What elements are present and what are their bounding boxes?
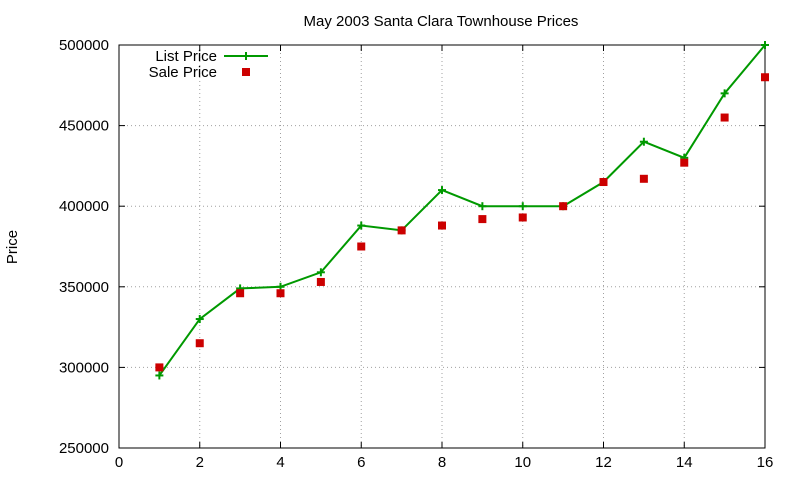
sale-price-point bbox=[761, 73, 769, 82]
list-price-point bbox=[478, 202, 487, 211]
y-axis-label: Price bbox=[4, 230, 21, 264]
legend-label: List Price bbox=[155, 48, 217, 65]
plot-frame bbox=[118, 44, 766, 449]
list-price-point bbox=[639, 137, 648, 146]
list-price-point bbox=[761, 41, 769, 49]
list-price-point bbox=[195, 315, 204, 324]
sale-price-point bbox=[276, 289, 285, 298]
x-tick-label: 4 bbox=[276, 454, 284, 471]
x-tick-label: 6 bbox=[357, 454, 365, 471]
sale-price-point bbox=[195, 339, 204, 348]
legend-label: Sale Price bbox=[149, 64, 217, 81]
list-price-point bbox=[316, 268, 325, 277]
list-price-point bbox=[357, 221, 366, 230]
legend-plus-marker bbox=[242, 52, 250, 60]
x-tick-label: 14 bbox=[676, 454, 693, 471]
list-price-point bbox=[438, 186, 446, 195]
sale-price-point bbox=[316, 277, 325, 286]
sale-price-point bbox=[559, 202, 568, 211]
y-tick-label: 300000 bbox=[59, 359, 109, 376]
list-price-line bbox=[158, 44, 766, 377]
list-price-point bbox=[155, 371, 164, 380]
x-tick-label: 2 bbox=[196, 454, 204, 471]
chart-title: May 2003 Santa Clara Townhouse Prices bbox=[304, 13, 579, 30]
list-price-point bbox=[720, 89, 729, 98]
sale-price-point bbox=[680, 158, 689, 167]
series-layer bbox=[155, 41, 769, 380]
sale-price-point bbox=[518, 213, 527, 222]
list-price-point bbox=[518, 202, 527, 211]
y-tick-label: 500000 bbox=[59, 37, 109, 54]
sale-price-point bbox=[599, 178, 608, 187]
y-tick-label: 250000 bbox=[59, 440, 109, 457]
sale-price-point bbox=[155, 363, 164, 372]
sale-price-point bbox=[720, 113, 729, 122]
y-tick-label: 400000 bbox=[59, 198, 109, 215]
sale-price-point bbox=[357, 242, 366, 251]
x-tick-label: 12 bbox=[595, 454, 612, 471]
sale-price-point bbox=[639, 174, 648, 183]
legend-square-marker bbox=[242, 68, 250, 76]
x-tick-label: 0 bbox=[115, 454, 123, 471]
sale-price-point bbox=[478, 215, 487, 224]
grid-lines bbox=[119, 45, 765, 448]
y-tick-label: 450000 bbox=[59, 118, 109, 135]
x-tick-label: 16 bbox=[757, 454, 774, 471]
x-tick-label: 10 bbox=[514, 454, 531, 471]
y-tick-label: 350000 bbox=[59, 279, 109, 296]
sale-price-point bbox=[438, 221, 446, 230]
x-tick-label: 8 bbox=[438, 454, 446, 471]
sale-price-point bbox=[397, 226, 406, 235]
sale-price-point bbox=[236, 289, 245, 298]
axis-ticks: 0 2 4 6 8 10 12 14 16 250000 300000 350000 400000 450… bbox=[59, 37, 773, 471]
